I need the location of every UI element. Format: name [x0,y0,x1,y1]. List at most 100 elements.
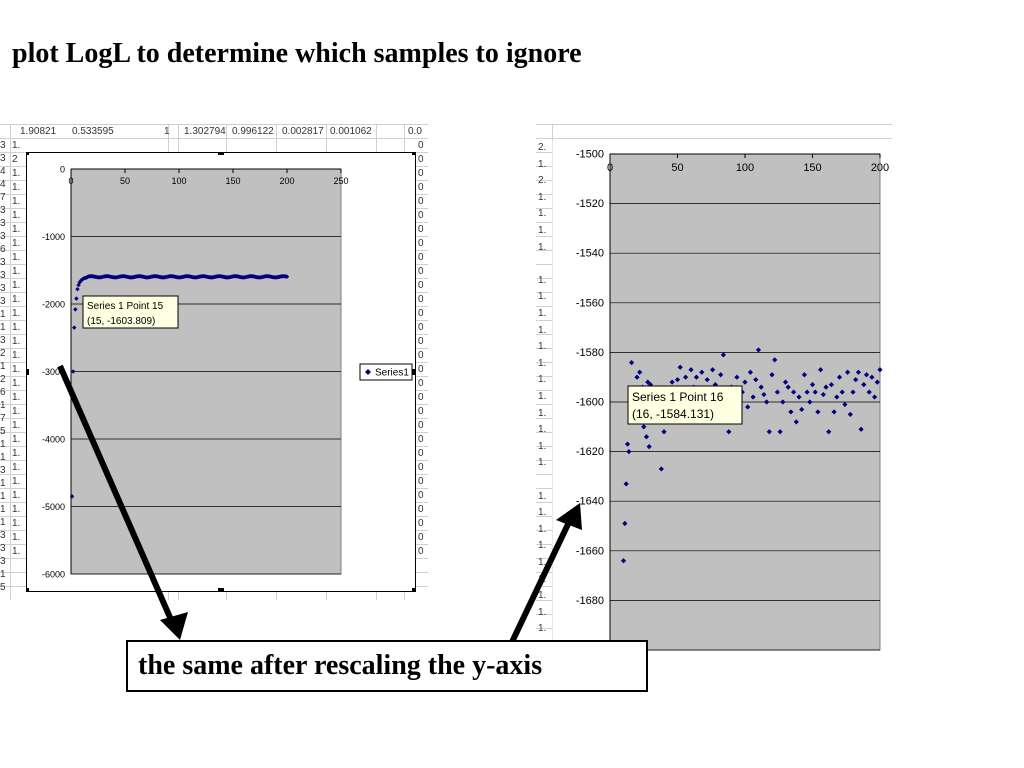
sheet-cell: 0 [418,434,424,445]
sheet-cell: 1. [12,336,21,347]
sheet-cell: 1. [538,490,547,502]
sheet-cell: 0 [418,462,424,473]
sheet-row-stub: 3 [0,296,6,307]
sheet-cell: 1. [538,391,547,402]
tooltip-box [82,295,179,329]
x-tick-label: 200 [279,176,294,186]
sheet-cell: 1. [538,590,547,602]
y-tick-label: -1600 [576,397,604,409]
sheet-cell: 0 [418,280,424,291]
sheet-cell: 1. [538,540,547,552]
sheet-row-stub: 1 [0,400,6,411]
sheet-cell: 1. [538,324,547,336]
sheet-cell: 1. [12,140,21,151]
sheet-row-stub: 3 [0,257,6,268]
sheet-row-stub: 1 [0,491,6,502]
sheet-cell: 1. [538,241,547,253]
data-point [75,286,80,292]
tooltip-line1: Series 1 Point 16 [632,390,724,404]
data-point [853,377,859,383]
sheet-cell: 1. [12,196,21,207]
data-point [863,372,870,378]
sheet-cell: 0 [418,378,424,389]
data-point [820,391,826,398]
data-point [661,429,667,435]
y-tick-label: -3000 [42,367,65,377]
data-point [620,558,627,564]
x-tick-label: 0 [68,176,73,186]
sheet-cell: 1. [12,448,21,459]
data-point [688,367,694,373]
data-tooltip: Series 1 Point 16 (16, -1584.131) [627,385,743,425]
data-point [847,411,853,417]
x-tick-label: 150 [803,162,821,174]
legend-label: Series1 [375,368,409,379]
sheet-cell: 0.996122 [232,126,274,137]
sheet-row-stub: 1 [0,478,6,489]
sheet-cell: 0 [418,266,424,277]
sheet-cell: 1. [12,294,21,305]
sheet-cell: 0 [418,238,424,249]
y-tick-label: -1500 [576,149,604,161]
sheet-gridline [0,124,428,125]
y-tick-label: -1520 [576,198,604,210]
sheet-row-stub: 1 [0,517,6,528]
sheet-cell: 1. [538,440,547,452]
sheet-cell: 0.001062 [330,126,372,137]
sheet-cell: 0 [418,196,424,207]
chart-left[interactable]: 0 -1000 -2000 -3000 -4000 -5000 -6000 0 50 100 150… [26,152,416,592]
data-point [869,374,875,380]
sheet-cell: 1. [538,457,547,469]
sheet-cell: 1. [538,191,547,203]
sheet-cell: 1 [164,126,170,137]
x-tick-label: 150 [225,176,240,186]
selection-handle [412,369,416,375]
sheet-cell: 1. [12,420,21,431]
selection-handle [412,588,416,592]
sheet-row-stub: 4 [0,166,6,177]
chart-right[interactable]: -1500 -1520 -1540 -1560 -1580 -1600 -1620 -1640… [552,140,892,652]
data-point [74,296,79,301]
sheet-cell: 0 [418,308,424,319]
sheet-cell: 0 [418,406,424,417]
sheet-row-stub: 2 [0,374,6,385]
sheet-cell: 0 [418,518,424,529]
data-tooltip: Series 1 Point 15 (15, -1603.809) [82,295,179,329]
x-tick-label: 250 [333,176,348,186]
sheet-cell: 0 [418,448,424,459]
sheet-cell: 1. [12,350,21,361]
data-point [72,325,77,330]
tooltip-line2: (16, -1584.131) [632,407,714,421]
sheet-cell: 1.90821 [20,126,57,137]
sheet-cell: 1. [12,308,21,319]
sheet-cell: 0 [418,252,424,263]
sheet-cell: 1. [12,364,21,375]
sheet-row-stub: 3 [0,335,6,346]
data-point [815,409,821,415]
sheet-cell: 0.0 [408,126,422,137]
selection-handle [412,152,416,155]
sheet-cell: 0 [418,490,424,501]
sheet-cell: 0.533595 [72,126,114,137]
sheet-cell: 0.002817 [282,126,324,137]
x-tick-label: 200 [871,162,889,174]
sheet-cell: 1. [538,308,547,319]
data-point [622,520,628,527]
y-tick-label: -1540 [576,248,604,260]
slide-title: plot LogL to determine which samples to … [12,38,582,69]
sheet-cell: 1. [12,518,21,529]
sheet-cell: 1. [538,208,547,220]
sheet-cell: 1. [538,225,547,236]
data-point [796,394,802,400]
tooltip-line2: (15, -1603.809) [87,316,155,327]
sheet-row-stub: 3 [0,153,6,164]
sheet-row-stub: 1 [0,452,6,463]
sheet-row-stub: 1 [0,322,6,333]
sheet-cell: 1. [538,523,547,535]
sheet-cell: 1. [12,406,21,417]
data-point [799,406,805,413]
sheet-cell: 0 [418,420,424,431]
sheet-row-stub: 1 [0,569,6,580]
data-point [836,374,843,380]
sheet-row-stub: 6 [0,387,6,398]
